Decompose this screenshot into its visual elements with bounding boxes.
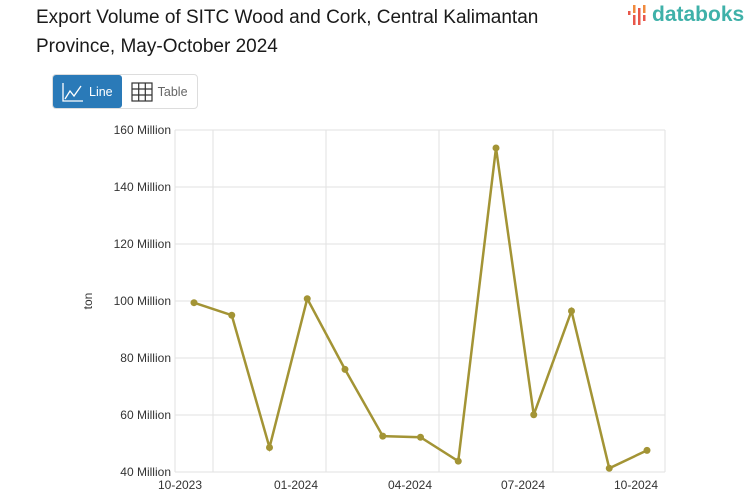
x-tick-label: 10-2023 xyxy=(158,478,202,492)
y-tick-label: 80 Million xyxy=(120,351,171,365)
y-tick-label: 100 Million xyxy=(114,294,171,308)
x-tick-label: 01-2024 xyxy=(274,478,318,492)
chart-title: Export Volume of SITC Wood and Cork, Cen… xyxy=(36,7,539,57)
y-axis-label: ton xyxy=(81,293,95,310)
data-point xyxy=(190,299,198,307)
y-tick-label: 60 Million xyxy=(120,408,171,422)
data-point xyxy=(228,311,236,319)
data-point xyxy=(605,464,613,472)
line-chart-icon xyxy=(62,82,83,102)
data-point xyxy=(454,457,462,465)
table-view-button[interactable]: Table xyxy=(122,75,197,108)
y-tick-label: 40 Million xyxy=(120,465,171,479)
logo-text: databoks xyxy=(652,3,745,26)
data-point xyxy=(643,446,651,454)
x-tick-label: 07-2024 xyxy=(501,478,545,492)
data-point xyxy=(341,365,349,373)
databoks-logo: databoks xyxy=(627,3,744,27)
line-view-button[interactable]: Line xyxy=(53,75,122,108)
table-grid-icon xyxy=(131,81,153,102)
data-point xyxy=(492,144,500,152)
data-point xyxy=(568,307,575,315)
line-view-label: Line xyxy=(89,84,113,99)
data-point xyxy=(417,433,424,441)
data-point xyxy=(379,432,387,440)
y-tick-label: 120 Million xyxy=(114,237,171,251)
data-point xyxy=(266,443,273,451)
data-point xyxy=(530,411,538,419)
table-view-label: Table xyxy=(157,84,188,99)
y-tick-label: 160 Million xyxy=(114,123,171,137)
view-toggle: Line Table xyxy=(52,74,198,109)
y-tick-label: 140 Million xyxy=(114,180,171,194)
series-line xyxy=(193,147,648,471)
logo-bars-icon xyxy=(628,5,646,25)
data-point xyxy=(303,295,311,303)
x-tick-label: 04-2024 xyxy=(388,478,432,492)
x-tick-label: 10-2024 xyxy=(614,478,658,492)
